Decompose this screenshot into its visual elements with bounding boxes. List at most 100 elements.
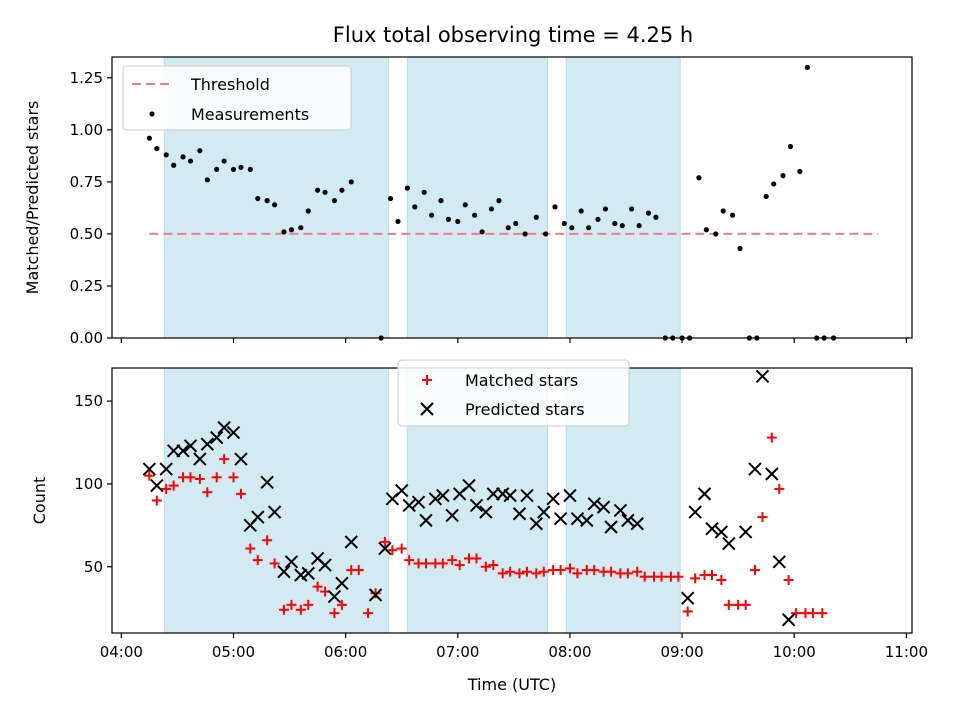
predicted-star-point: [142, 462, 157, 476]
x-bar: [462, 478, 476, 493]
predicted-star-point: [462, 478, 476, 493]
measurement-point: [331, 198, 338, 204]
predicted-star-point: [772, 555, 786, 569]
predicted-star-point: [368, 588, 383, 602]
x-tick-label: 10:00: [773, 643, 816, 661]
x-bar: [546, 492, 560, 506]
measurement-point: [552, 204, 558, 210]
measurement-point: [479, 229, 485, 235]
matched-star-point: [622, 568, 633, 579]
predicted-star-point: [234, 452, 248, 466]
legend-measurements-label: Measurements: [191, 105, 309, 124]
matched-star-point: [278, 604, 289, 615]
measurement-point: [787, 143, 794, 150]
measurement-point: [455, 218, 461, 225]
observing-window: [406, 56, 549, 339]
predicted-star-point: [705, 521, 719, 536]
measurement-point: [247, 166, 253, 172]
matched-star-point: [387, 545, 398, 556]
predicted-star-point: [176, 444, 190, 458]
matched-star-point: [312, 581, 323, 592]
x-bar: [402, 498, 416, 513]
matched-star-point: [295, 604, 306, 615]
measurement-point: [578, 208, 584, 214]
matched-star-point: [555, 565, 566, 576]
x-bar: [630, 516, 644, 531]
matched-star-point: [219, 454, 230, 465]
measurement-point: [445, 216, 452, 222]
matched-star-point: [639, 571, 650, 582]
matched-star-point: [766, 432, 777, 443]
x-bar: [563, 488, 577, 503]
measurement-point: [629, 206, 635, 212]
x-bar: [580, 513, 594, 528]
x-bar: [738, 525, 753, 539]
x-bar: [428, 492, 443, 506]
x-bar: [722, 536, 736, 551]
matched-star-point: [488, 560, 499, 571]
legend-predicted-label: Predicted stars: [465, 400, 585, 419]
measurement-point: [645, 210, 652, 216]
matched-star-point: [572, 568, 583, 579]
measurement-point: [412, 204, 418, 210]
x-bar: [688, 505, 702, 519]
matched-star-point: [329, 608, 340, 619]
matched-star-point: [370, 588, 381, 599]
matched-star-point: [656, 571, 667, 582]
x-bar: [327, 589, 342, 604]
measurement-point: [713, 231, 719, 237]
predicted-star-point: [503, 488, 517, 503]
predicted-star-point: [428, 492, 443, 506]
x-bar: [193, 452, 207, 466]
matched-star-point: [606, 566, 617, 577]
y-tick-label: 0.00: [70, 329, 103, 347]
measurement-point: [653, 214, 659, 220]
measurement-point: [771, 181, 777, 187]
predicted-star-point: [436, 488, 450, 503]
measurement-point: [763, 193, 769, 200]
predicted-star-point: [781, 613, 796, 627]
x-bar: [368, 588, 383, 602]
legend-box: [397, 359, 630, 427]
x-bar: [604, 520, 618, 534]
predicted-star-point: [537, 505, 551, 519]
x-bar: [445, 508, 459, 523]
x-bar: [765, 467, 779, 481]
predicted-star-point: [688, 505, 702, 519]
matched-star-point: [151, 495, 162, 506]
x-bar: [512, 507, 527, 521]
matched-star-point: [262, 535, 273, 546]
x-bar: [260, 475, 274, 489]
predicted-star-point: [411, 495, 426, 509]
predicted-star-point: [479, 505, 493, 519]
matched-star-point: [228, 472, 239, 483]
predicted-star-point: [284, 555, 299, 569]
matched-star-point: [168, 480, 179, 491]
matched-star-point: [817, 608, 828, 619]
measurement-point: [255, 195, 261, 202]
y-tick-label: 0.50: [70, 225, 103, 243]
axes-frame: [111, 56, 913, 339]
measurement-point: [533, 214, 539, 220]
legend-matched-label: Matched stars: [465, 371, 578, 390]
chart-title: Flux total observing time = 4.25 h: [333, 23, 693, 47]
x-bar: [277, 565, 291, 579]
legend: Threshold Measurements: [122, 65, 352, 131]
matched-star-point: [589, 565, 600, 576]
matched-star-point: [303, 599, 314, 610]
measurement-point: [696, 175, 702, 181]
x-bar: [479, 505, 493, 519]
x-bar: [142, 462, 157, 476]
predicted-star-point: [680, 591, 695, 605]
matched-star-point: [471, 553, 482, 564]
x-bar: [335, 576, 349, 591]
matched-star-point: [245, 543, 256, 554]
x-bar: [217, 420, 231, 435]
predicted-star-point: [327, 589, 342, 604]
x-bar: [748, 462, 762, 476]
y-tick-label: 100: [74, 475, 103, 493]
x-bar: [596, 500, 611, 514]
x-bar: [529, 516, 544, 531]
x-bar: [537, 505, 551, 519]
legend-predicted-swatch: [420, 402, 434, 416]
